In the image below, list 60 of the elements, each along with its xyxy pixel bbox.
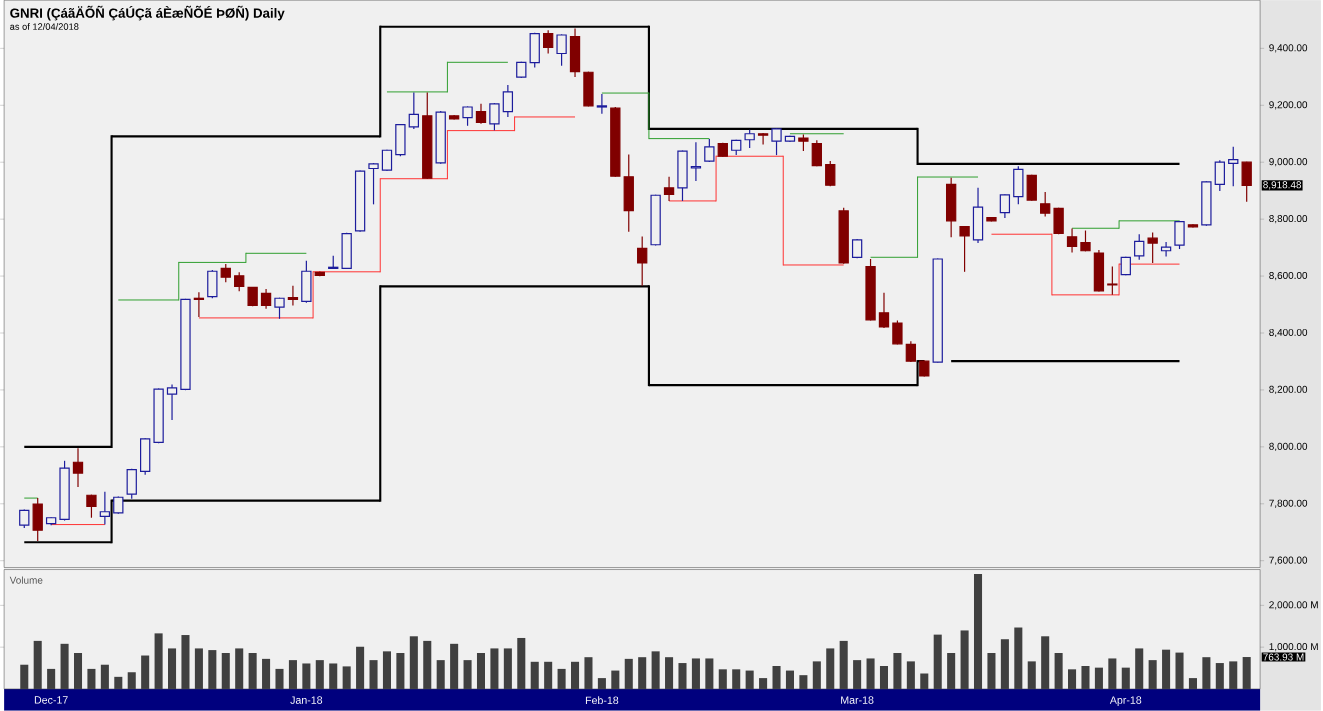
y-tick-label: 8,400.00 xyxy=(1269,328,1308,338)
text: Volume xyxy=(9,576,43,584)
candlestick xyxy=(1160,241,1172,258)
candlestick xyxy=(1107,265,1118,296)
candlestick xyxy=(663,176,675,202)
candlestick xyxy=(596,93,608,115)
y-tick-label: 7,800.00 xyxy=(1269,499,1308,508)
candlestick xyxy=(489,102,500,131)
candlestick xyxy=(287,285,299,307)
x-tick-label: Mar-18 xyxy=(841,696,874,704)
candlestick xyxy=(744,129,755,149)
candlestick xyxy=(408,91,419,130)
candlestick xyxy=(99,491,111,526)
y-tick-label: 9,400.00 xyxy=(1269,44,1308,53)
candlestick xyxy=(234,271,245,292)
candlestick xyxy=(556,33,567,67)
y-tick-label: 8,800.00 xyxy=(1269,215,1308,224)
y-tick-label: 7,600.00 xyxy=(1269,556,1308,565)
candlestick xyxy=(1040,191,1051,218)
x-tick-label: Dec-17 xyxy=(34,696,68,704)
candlestick xyxy=(1174,220,1185,250)
candlestick xyxy=(368,162,379,206)
candlestick xyxy=(19,508,30,529)
chart-title: GNRI (ÇáãÄÕÑ ÇáÚÇã áÈæÑÕÉ ÞØÑ) Daily xyxy=(10,5,285,21)
candlestick xyxy=(1147,231,1158,264)
x-tick-label: Apr-18 xyxy=(1109,696,1142,706)
candlestick xyxy=(462,105,473,127)
y-tick-label: 8,200.00 xyxy=(1269,385,1308,395)
candlestick xyxy=(825,160,836,187)
candlestick xyxy=(502,84,514,118)
candlestick xyxy=(542,29,554,55)
candlestick xyxy=(637,235,648,287)
y-tick-label: 1,000.00 M xyxy=(1269,643,1318,652)
candlestick xyxy=(220,263,231,283)
candlestick xyxy=(260,288,272,310)
candlestick xyxy=(959,225,970,273)
candlestick xyxy=(757,132,769,146)
candlestick xyxy=(811,139,822,167)
y-tick-label: 9,200.00 xyxy=(1269,101,1308,110)
y-tick-label: 9,000.00 xyxy=(1269,158,1308,167)
x-tick-label: Feb-18 xyxy=(585,696,619,705)
candlestick xyxy=(1228,146,1239,187)
text: as of 12/04/2018 xyxy=(10,23,79,30)
candlestick xyxy=(166,383,178,421)
candlestick xyxy=(475,103,487,125)
candlestick xyxy=(690,141,702,182)
candlestick xyxy=(72,447,84,488)
candlestick xyxy=(1134,233,1145,261)
candlestick xyxy=(878,292,890,329)
x-tick-label: Jan-18 xyxy=(290,696,323,704)
y-tick-label: 2,000.00 M xyxy=(1269,601,1318,610)
text: 8,918.48 xyxy=(1263,181,1302,190)
candlestick xyxy=(1066,228,1078,254)
y-tick-label: 8,600.00 xyxy=(1269,272,1308,281)
candlestick xyxy=(999,193,1011,219)
candlestick xyxy=(1241,161,1252,203)
candlestick xyxy=(1214,159,1225,192)
y-tick-label: 8,000.00 xyxy=(1269,442,1308,452)
candlestick xyxy=(771,127,782,156)
text: 763.93 M xyxy=(1263,653,1304,661)
